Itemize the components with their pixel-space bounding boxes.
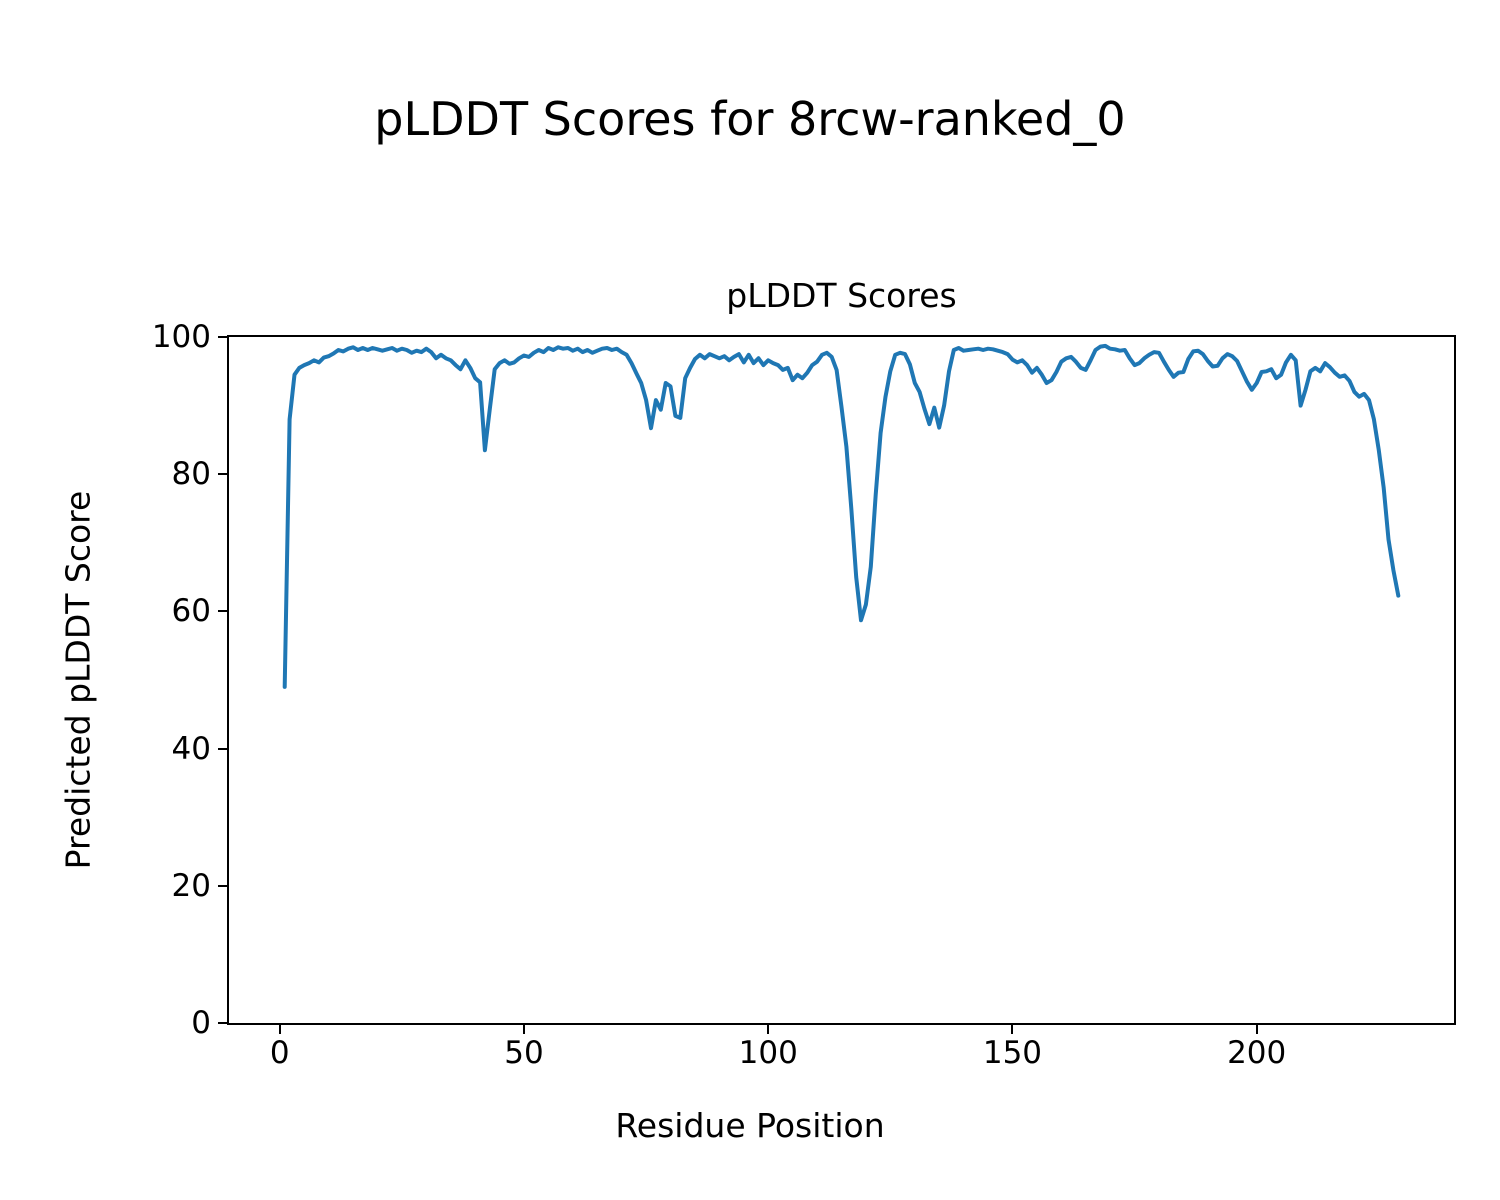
x-tick-mark xyxy=(278,1025,281,1034)
plddt-line-svg xyxy=(282,343,1401,689)
y-tick-label: 0 xyxy=(191,1005,211,1041)
axes-area: 0 50 100 150 200 0 20 40 60 80 100 xyxy=(152,319,1456,1071)
y-tick-mark xyxy=(218,747,227,750)
y-axis-label: Predicted pLDDT Score xyxy=(58,490,98,870)
y-tick-mark xyxy=(218,336,227,338)
x-tick-label: 100 xyxy=(738,1035,798,1071)
y-tick-label: 80 xyxy=(171,456,211,493)
x-axis-label: Residue Position xyxy=(615,1106,885,1145)
y-tick-mark xyxy=(218,473,227,476)
y-tick-mark xyxy=(218,1022,227,1024)
y-tick-label: 60 xyxy=(171,593,211,630)
y-tick-label: 100 xyxy=(151,319,211,355)
x-tick-mark xyxy=(523,1025,526,1034)
x-tick-mark xyxy=(1011,1025,1014,1034)
y-tick-mark xyxy=(218,884,227,887)
x-tick-label: 200 xyxy=(1227,1035,1287,1071)
x-tick-mark xyxy=(767,1025,770,1034)
y-tick-mark xyxy=(218,610,227,613)
x-tick-label: 0 xyxy=(269,1035,290,1071)
y-tick-label: 20 xyxy=(171,867,211,904)
plddt-line xyxy=(282,343,1401,689)
x-tick-mark xyxy=(1255,1025,1258,1034)
x-tick-label: 50 xyxy=(504,1035,544,1071)
y-tick-label: 40 xyxy=(171,730,211,767)
x-tick-label: 150 xyxy=(982,1035,1043,1071)
axes-title: pLDDT Scores xyxy=(726,276,957,315)
figure-suptitle: pLDDT Scores for 8rcw-ranked_0 xyxy=(374,92,1126,146)
